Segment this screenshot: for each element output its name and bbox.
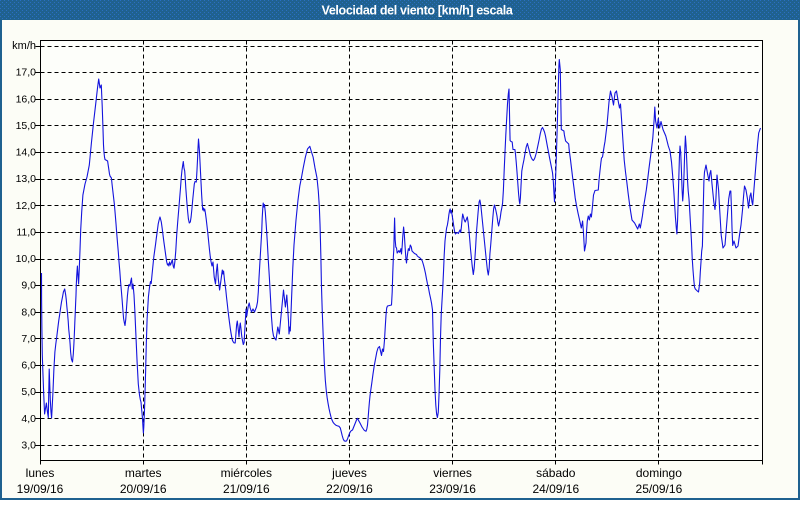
svg-text:22/09/16: 22/09/16 bbox=[326, 482, 373, 496]
svg-text:10,0: 10,0 bbox=[16, 253, 37, 265]
svg-text:4,0: 4,0 bbox=[21, 413, 36, 425]
svg-text:9,0: 9,0 bbox=[21, 280, 36, 292]
svg-text:km/h: km/h bbox=[12, 40, 36, 52]
svg-text:12,0: 12,0 bbox=[16, 200, 37, 212]
svg-text:13,0: 13,0 bbox=[16, 173, 37, 185]
svg-text:6,0: 6,0 bbox=[21, 360, 36, 372]
svg-text:19/09/16: 19/09/16 bbox=[17, 482, 64, 496]
svg-text:5,0: 5,0 bbox=[21, 386, 36, 398]
svg-text:15,0: 15,0 bbox=[16, 120, 37, 132]
svg-text:martes: martes bbox=[125, 466, 162, 480]
svg-text:23/09/16: 23/09/16 bbox=[429, 482, 476, 496]
svg-text:17,0: 17,0 bbox=[16, 67, 37, 79]
svg-text:sábado: sábado bbox=[536, 466, 576, 480]
svg-text:16,0: 16,0 bbox=[16, 93, 37, 105]
svg-text:jueves: jueves bbox=[331, 466, 367, 480]
svg-text:lunes: lunes bbox=[26, 466, 55, 480]
svg-text:25/09/16: 25/09/16 bbox=[636, 482, 683, 496]
svg-text:3,0: 3,0 bbox=[21, 440, 36, 452]
svg-text:7,0: 7,0 bbox=[21, 333, 36, 345]
svg-text:20/09/16: 20/09/16 bbox=[120, 482, 167, 496]
svg-text:viernes: viernes bbox=[433, 466, 472, 480]
svg-text:8,0: 8,0 bbox=[21, 306, 36, 318]
svg-text:11,0: 11,0 bbox=[16, 227, 36, 239]
svg-text:domingo: domingo bbox=[636, 466, 682, 480]
svg-text:Velocidad del viento [km/h] es: Velocidad del viento [km/h] escala bbox=[322, 4, 514, 18]
svg-text:14,0: 14,0 bbox=[16, 147, 37, 159]
svg-text:21/09/16: 21/09/16 bbox=[223, 482, 270, 496]
svg-text:miércoles: miércoles bbox=[221, 466, 272, 480]
svg-text:24/09/16: 24/09/16 bbox=[532, 482, 579, 496]
